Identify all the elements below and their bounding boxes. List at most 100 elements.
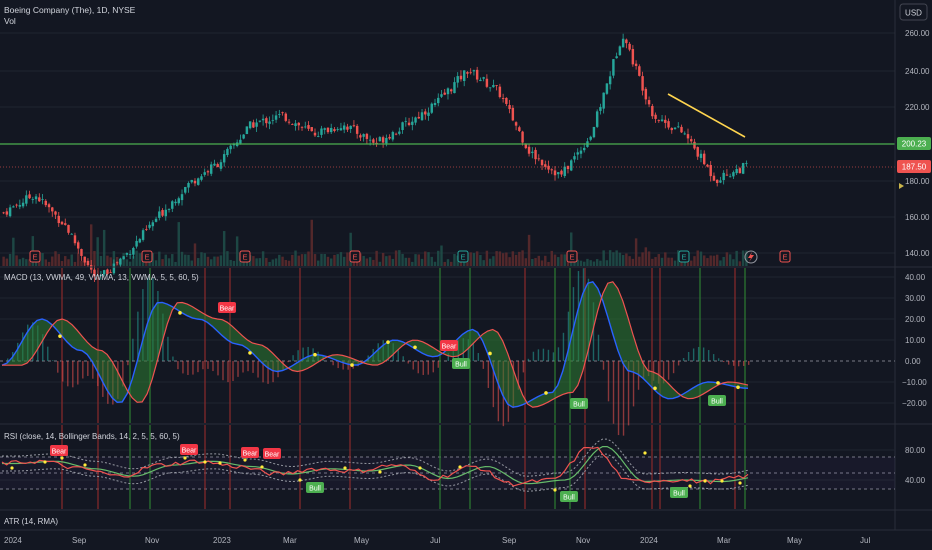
cross-dot: [378, 470, 382, 474]
signal-labels: Bear Bear Bull Bull Bull Bear Bear Bear Bear Bull…: [50, 302, 726, 502]
candle-body: [226, 148, 229, 156]
volume-bar: [5, 258, 9, 266]
volume-bar: [372, 259, 375, 266]
earnings-marker-label: E: [32, 253, 37, 262]
volume-bar: [715, 254, 719, 266]
candle-body: [670, 128, 673, 131]
volume-bar: [51, 256, 54, 266]
time-tick: 2023: [213, 536, 231, 545]
volume-bar: [582, 261, 586, 266]
candle-body: [544, 164, 547, 167]
atr-title[interactable]: ATR (14, RMA): [4, 517, 58, 526]
histogram-bar: [672, 361, 675, 374]
candle-body: [475, 69, 479, 80]
candle-body: [492, 84, 495, 88]
cross-dot: [260, 465, 264, 469]
volume-bar: [291, 254, 294, 266]
cross-dot: [386, 340, 390, 344]
volume-bar: [625, 253, 628, 266]
volume-bar: [586, 258, 589, 266]
histogram-bar: [272, 361, 274, 383]
histogram-bar: [147, 277, 149, 361]
candle-body: [514, 122, 518, 126]
volume-bar: [427, 252, 430, 266]
volume-bar: [485, 250, 489, 266]
rsi-title[interactable]: RSI (close, 14, Bollinger Bands, 14, 2, …: [4, 432, 180, 441]
candle-body: [709, 164, 712, 177]
candle-body: [252, 122, 255, 128]
earnings-marker-label: E: [681, 253, 686, 262]
volume-bar: [154, 260, 158, 266]
macd-axis[interactable]: 40.00 30.00 20.00 10.00 0.00 −10.00 −20.…: [902, 273, 927, 408]
volume-bar: [2, 256, 5, 266]
currency-button[interactable]: USD: [899, 3, 928, 21]
earnings-marker-box: [678, 250, 690, 263]
candle-body: [608, 76, 612, 85]
signal-label-box: [218, 302, 236, 313]
cross-dot: [203, 460, 207, 464]
histogram-bar: [222, 361, 224, 381]
candle-body: [31, 199, 35, 200]
symbol-title: Boeing Company (The), 1D, NYSE: [4, 5, 136, 15]
candle-body: [248, 121, 252, 129]
candle-body: [300, 126, 304, 128]
candle-body: [297, 122, 300, 126]
volume-bar: [70, 254, 73, 266]
candle-body: [527, 146, 531, 154]
candle-body: [453, 82, 456, 94]
rsi-axis[interactable]: 80.00 40.00: [905, 446, 926, 485]
candle-body: [417, 116, 421, 119]
price-axis[interactable]: 260.00 240.00 220.00 180.00 160.00 140.0…: [905, 29, 930, 258]
histogram-bar: [737, 361, 740, 367]
bear-signal-label: Bear: [218, 302, 236, 313]
candle-body: [732, 172, 735, 177]
volume-bar: [252, 256, 255, 266]
candle-body: [99, 275, 103, 276]
volume-bar: [268, 261, 271, 266]
histogram-bar: [172, 356, 174, 361]
candle-body: [281, 112, 284, 114]
volume-bar: [336, 254, 339, 266]
volume-bar: [317, 260, 320, 266]
candle-body: [177, 198, 180, 204]
volume-bar: [18, 259, 22, 266]
candle-body: [372, 139, 375, 143]
candle-body: [560, 170, 563, 175]
candle-body: [511, 107, 515, 121]
time-axis[interactable]: 2024 Sep Nov 2023 Mar May Jul Sep Nov 20…: [4, 536, 870, 545]
candle-body: [595, 111, 599, 127]
histogram-bar: [197, 361, 199, 373]
macd-title[interactable]: MACD (13, VWMA, 49, VWMA, 13, VWMA, 5, 5…: [4, 273, 199, 282]
candle-body: [44, 200, 48, 206]
volume-bar: [547, 261, 550, 266]
cross-dot: [58, 334, 62, 338]
histogram-bar: [617, 361, 620, 436]
macd-tick: 20.00: [905, 315, 926, 324]
scroll-marker-icon[interactable]: [899, 183, 904, 189]
volume-bar: [106, 255, 109, 266]
candle-body: [690, 139, 693, 142]
candle-body: [291, 124, 294, 126]
volume-bar: [404, 257, 408, 266]
cross-dot: [298, 478, 302, 482]
volume-bar: [495, 251, 498, 266]
candle-body: [145, 229, 148, 230]
volume-bar: [411, 261, 414, 266]
volume-bar: [560, 254, 563, 266]
macd-tick: 30.00: [905, 294, 926, 303]
volume-bar: [365, 258, 369, 266]
candle-body: [307, 125, 310, 129]
lightning-icon[interactable]: [744, 250, 758, 264]
candle-body: [381, 137, 385, 143]
candle-body: [582, 147, 586, 151]
histogram-bar: [748, 361, 750, 365]
signal-label-box: [570, 398, 588, 409]
volume-bar: [433, 261, 437, 266]
candle-body: [141, 230, 145, 240]
trend-line[interactable]: [667, 93, 746, 138]
volume-bar: [99, 255, 103, 266]
candle-body: [5, 211, 9, 215]
candle-body: [47, 204, 51, 208]
volume-bar: [699, 251, 703, 266]
